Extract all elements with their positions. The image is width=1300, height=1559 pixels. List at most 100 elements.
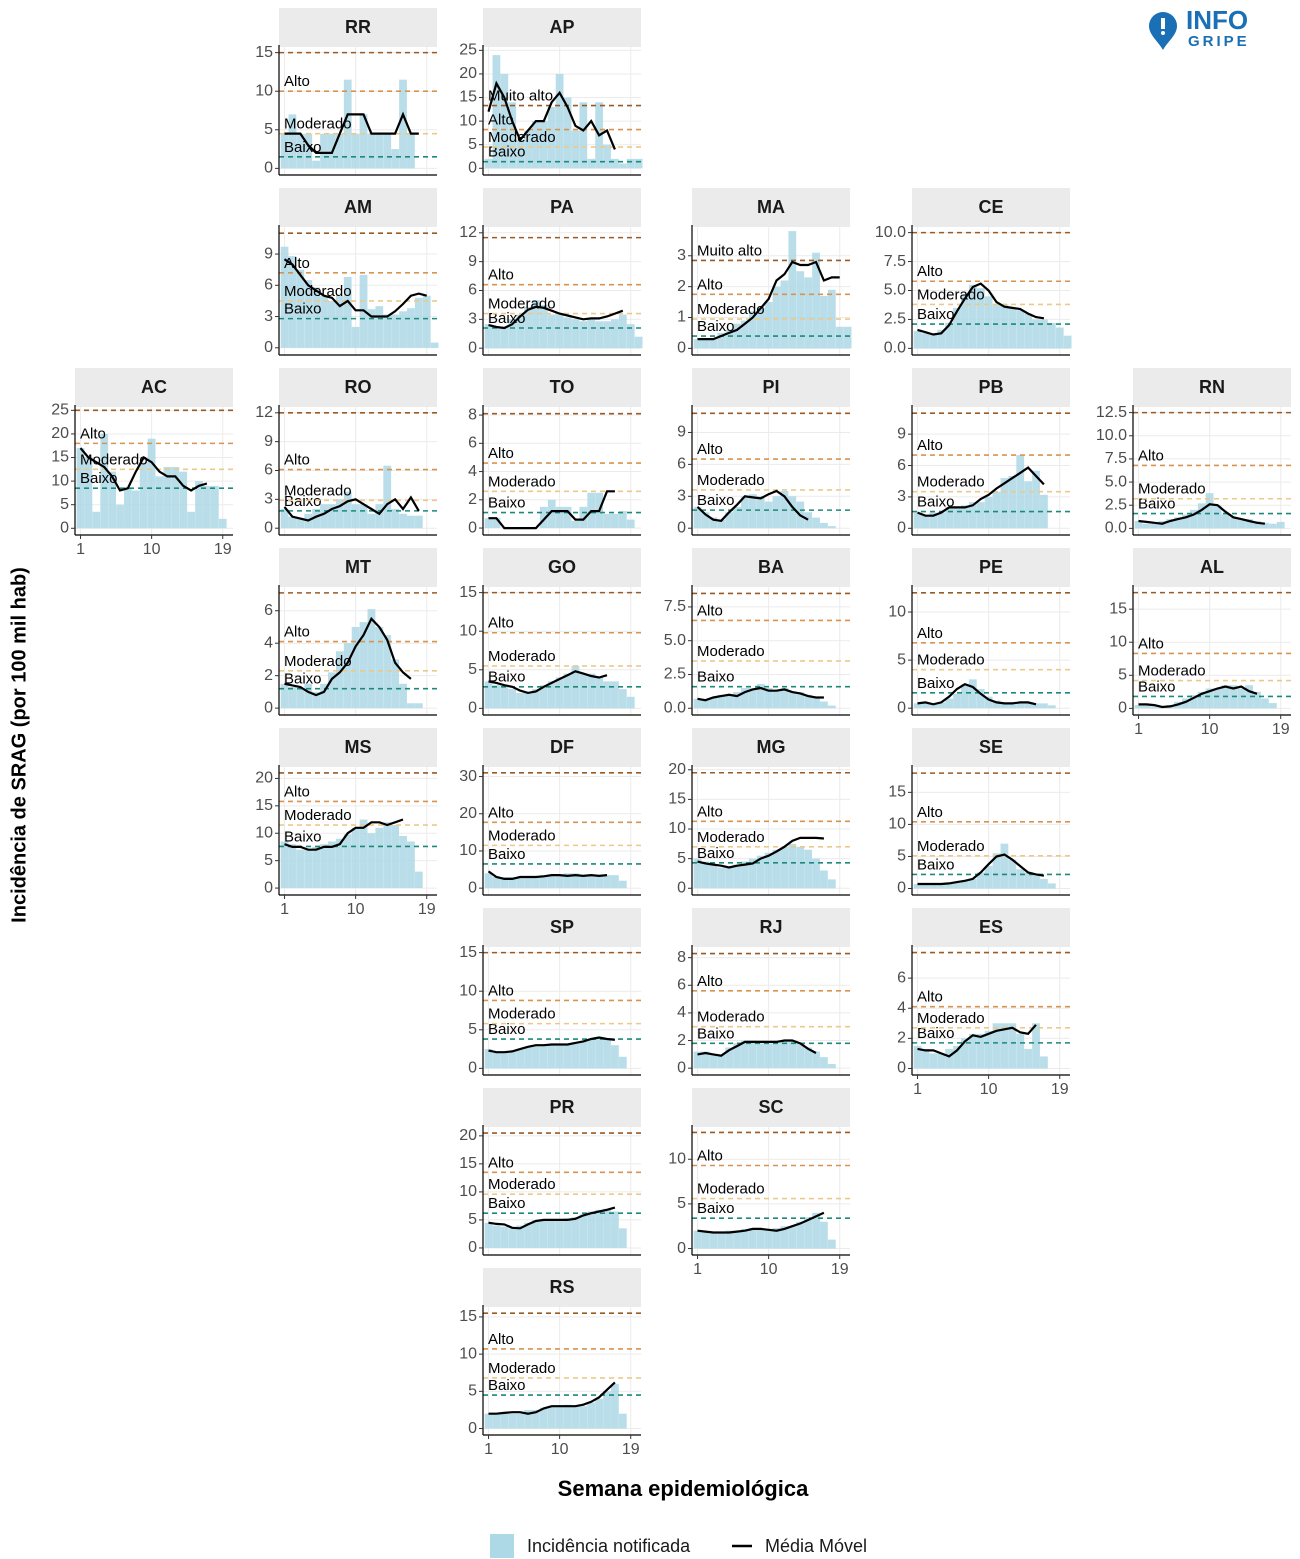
bar — [1261, 698, 1269, 709]
bar — [756, 496, 765, 529]
bar — [1008, 475, 1017, 529]
y-tick-label: 0 — [468, 879, 477, 896]
threshold-label: Moderado — [284, 116, 352, 133]
bar — [741, 861, 749, 889]
y-tick-label: 5 — [468, 661, 477, 678]
y-tick-label: 4 — [897, 999, 906, 1016]
bar — [603, 513, 611, 529]
bar — [280, 841, 289, 889]
y-tick-label: 6 — [677, 456, 686, 473]
moving-average — [696, 489, 809, 522]
bar — [320, 844, 328, 889]
strip — [279, 368, 437, 407]
y-tick-label: 10 — [255, 824, 273, 841]
panel: TO Baixo Moderado Alto 0 2 4 6 8 — [468, 368, 641, 536]
bar — [945, 1048, 954, 1069]
threshold-label: Alto — [284, 624, 310, 641]
panel: AC Baixo Moderado Alto 0 5 10 15 20 25 1 10 19 — [51, 368, 233, 558]
bar — [992, 700, 1001, 709]
bar — [1024, 872, 1033, 889]
moving-average — [1138, 503, 1266, 525]
bar — [968, 502, 977, 529]
threshold-label: Baixo — [80, 470, 118, 487]
bar — [748, 311, 757, 349]
bar — [1040, 1056, 1048, 1069]
bar — [603, 321, 611, 349]
bar — [351, 827, 360, 889]
bar — [328, 672, 336, 709]
bar — [618, 1413, 627, 1429]
bar — [741, 1040, 749, 1069]
strip — [1133, 548, 1291, 587]
bar — [913, 331, 922, 349]
y-axis-title: Incidência de SRAG (por 100 mil hab) — [8, 567, 30, 923]
bar — [1221, 514, 1230, 529]
strip — [483, 548, 641, 587]
bar — [328, 300, 336, 348]
bar — [508, 319, 517, 349]
threshold-label: Baixo — [488, 1021, 526, 1038]
threshold-label: Alto — [488, 615, 514, 632]
y-tick-label: 0 — [264, 519, 273, 536]
x-axis-title: Semana epidemiológica — [558, 1476, 809, 1501]
bar — [611, 875, 619, 889]
bar — [1032, 875, 1040, 889]
bar — [788, 1226, 797, 1249]
y-tick-label: 15 — [459, 1155, 477, 1172]
bar — [618, 880, 627, 889]
moving-average — [697, 260, 840, 341]
bar — [532, 877, 540, 889]
bar — [516, 877, 525, 889]
bar — [984, 1030, 993, 1069]
bar — [1063, 335, 1072, 349]
bar — [733, 1230, 741, 1249]
bar — [492, 328, 501, 349]
threshold-label: Alto — [284, 73, 310, 90]
logo-top: INFO — [1186, 5, 1248, 35]
x-tick-label: 10 — [1201, 721, 1219, 738]
bar — [171, 466, 180, 529]
threshold-label: Alto — [488, 267, 514, 284]
bar — [992, 853, 1001, 889]
y-tick-label: 20 — [459, 1127, 477, 1144]
strip — [483, 188, 641, 227]
strip — [912, 548, 1070, 587]
panel-title: RJ — [759, 917, 782, 937]
threshold-label: Alto — [917, 989, 943, 1006]
panel: PI Baixo Moderado Alto 0 3 6 9 — [677, 368, 850, 536]
y-tick-label: 2 — [264, 667, 273, 684]
bar — [414, 871, 423, 889]
bar — [1205, 688, 1214, 709]
y-tick-label: 6 — [264, 277, 273, 294]
bar — [984, 866, 993, 889]
bar — [187, 511, 196, 529]
y-tick-label: 0 — [468, 519, 477, 536]
bar — [984, 696, 993, 709]
bar — [921, 1048, 930, 1069]
threshold-label: Alto — [697, 973, 723, 990]
y-tick-label: 8 — [468, 406, 477, 423]
bar — [953, 1045, 961, 1069]
bar — [618, 1056, 627, 1069]
bar — [492, 877, 501, 889]
bar — [733, 1043, 741, 1069]
y-tick-label: 10 — [888, 816, 906, 833]
threshold-label: Alto — [284, 452, 310, 469]
bar — [555, 1406, 564, 1429]
bar — [701, 861, 710, 889]
bar — [725, 1047, 734, 1069]
bar — [280, 246, 289, 348]
bar — [1040, 878, 1048, 889]
bar — [508, 1228, 517, 1248]
bar — [618, 1228, 627, 1248]
bar — [280, 683, 289, 709]
moving-average — [284, 111, 419, 154]
y-tick-label: 9 — [264, 245, 273, 262]
bar — [492, 518, 501, 529]
bar — [741, 1228, 749, 1249]
y-tick-label: 5 — [677, 850, 686, 867]
bar — [516, 1413, 525, 1429]
